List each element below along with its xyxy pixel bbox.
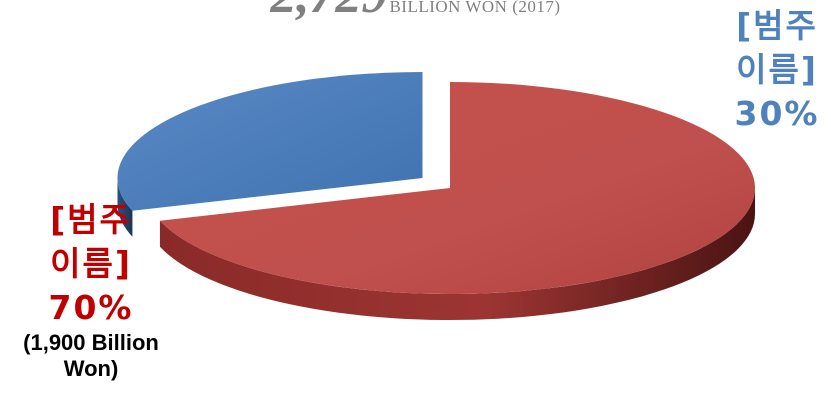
chart-title-value: 2,729 (270, 0, 387, 24)
slice-label-red-line2: 이름] (50, 244, 132, 283)
slice-label-blue-line1: [범주 (736, 6, 818, 45)
slice-label-blue-percent: 30% (734, 94, 820, 133)
slice-label-red: [범주 이름] 70% (1,900 Billion Won) (2, 198, 180, 382)
pie-slice-blue (117, 72, 423, 211)
chart-title: 2,729BILLION WON (2017) (0, 0, 831, 25)
slice-label-red-amount-line2: Won) (63, 356, 119, 381)
pie-slice-red (159, 82, 756, 294)
slice-label-blue: [범주 이름] 30% (722, 4, 831, 136)
slice-label-red-line1: [범주 (50, 200, 132, 239)
slice-label-blue-line2: 이름] (736, 50, 818, 89)
slice-label-red-amount-line1: (1,900 Billion (23, 330, 159, 355)
pie-slice-blue-side (117, 178, 133, 237)
chart-title-unit: BILLION WON (2017) (389, 0, 561, 16)
slice-label-red-percent: 70% (48, 288, 134, 327)
pie-slice-red-side (159, 188, 756, 321)
